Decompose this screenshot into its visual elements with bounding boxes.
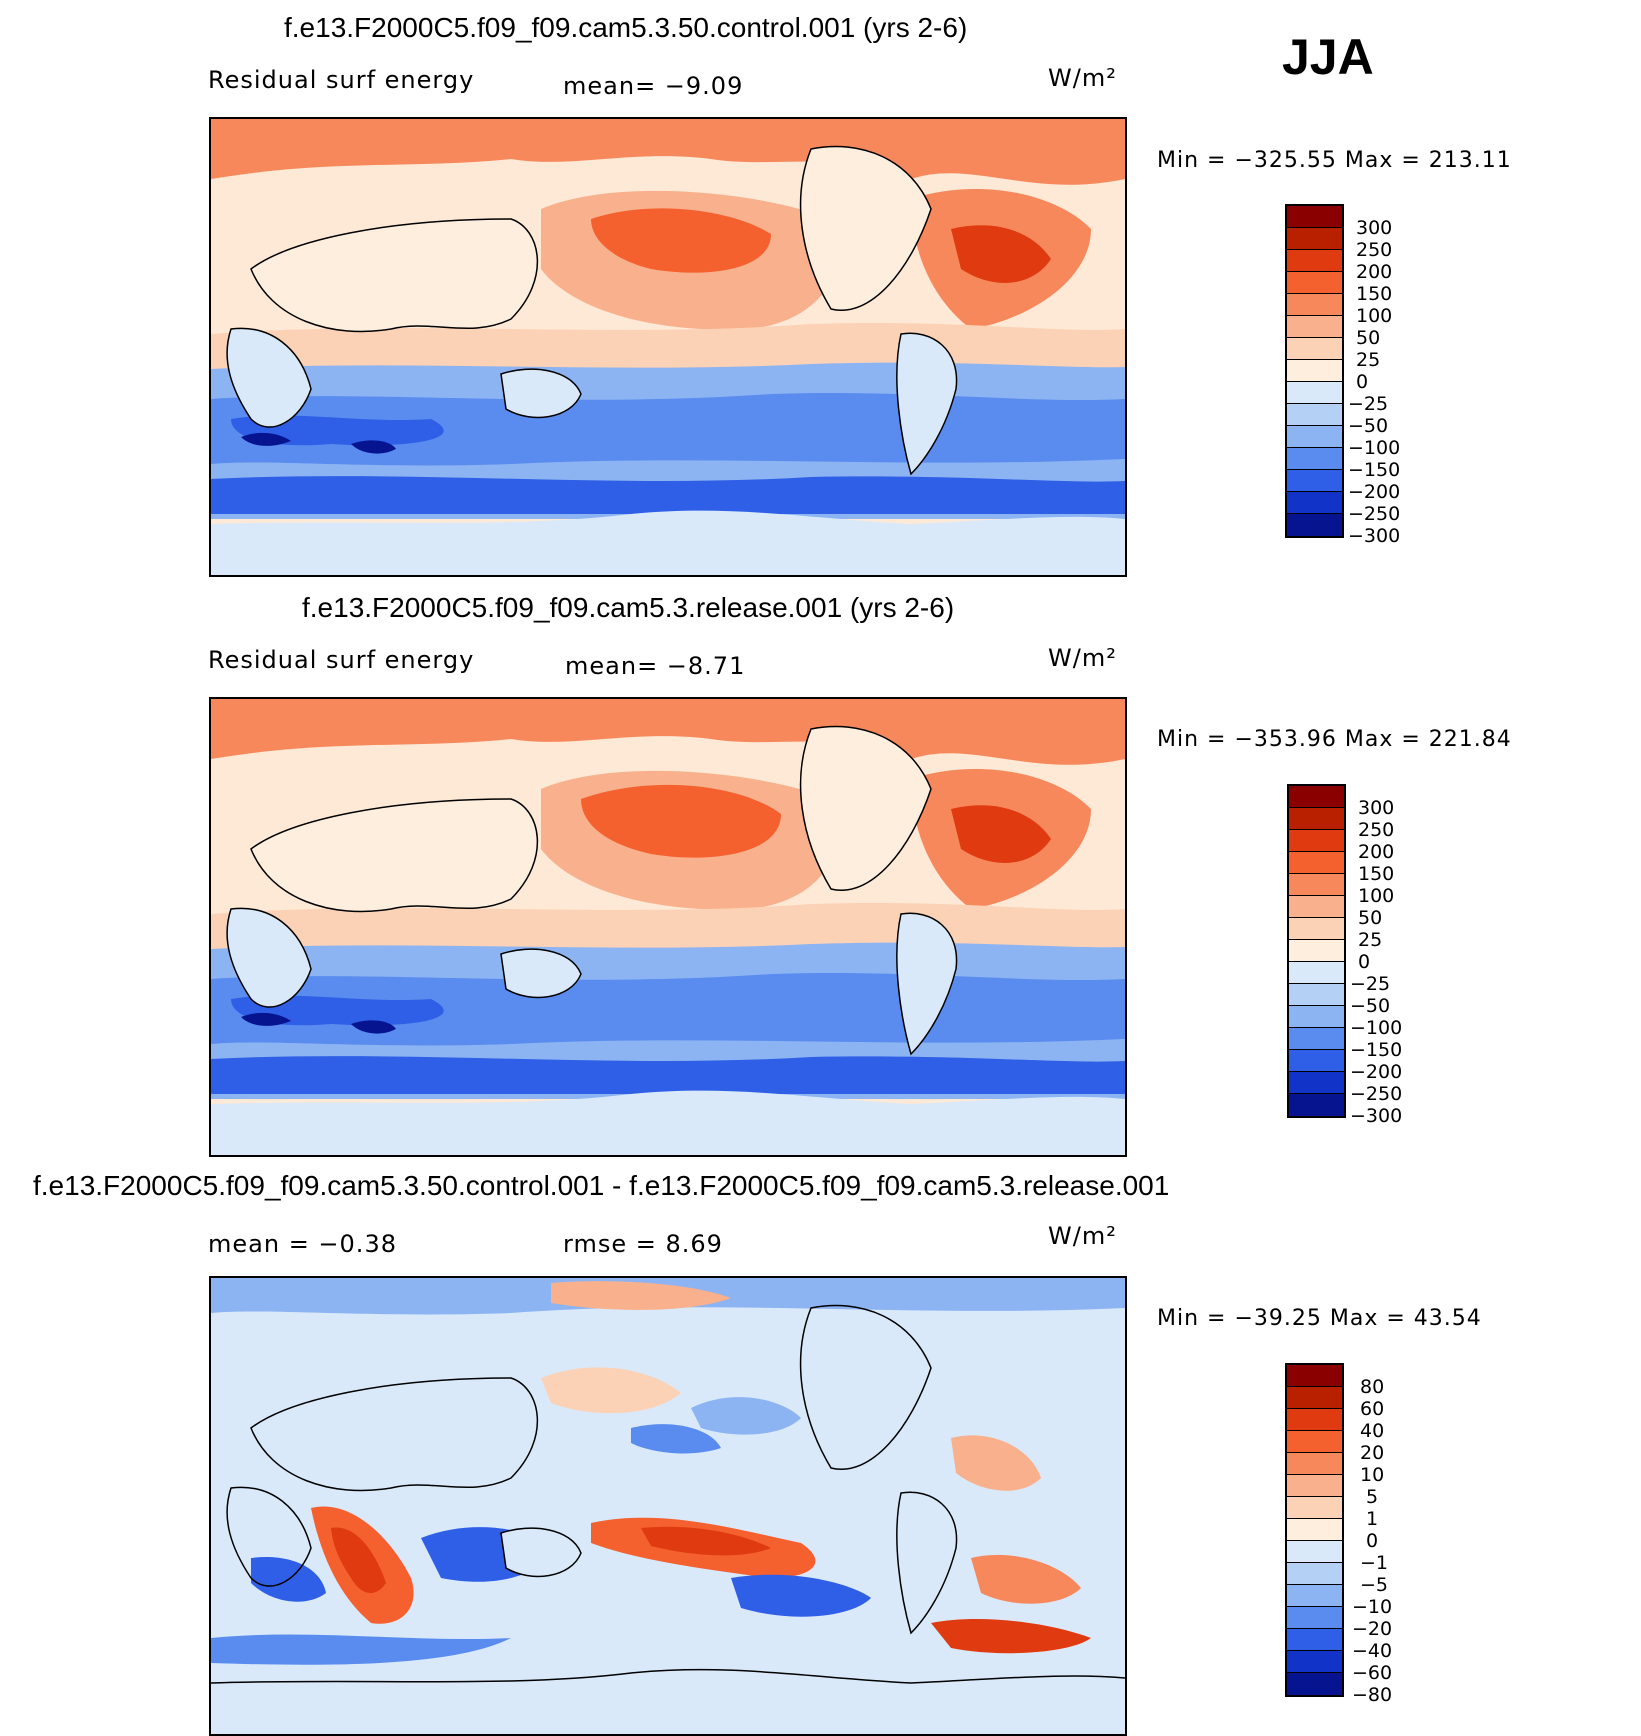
colorbar-label: −5 <box>1360 1574 1389 1596</box>
panel1-colorbar <box>1285 204 1344 538</box>
colorbar-label: 100 <box>1356 305 1393 327</box>
colorbar-label: 10 <box>1360 1464 1385 1486</box>
colorbar-label: 1 <box>1366 1508 1379 1530</box>
colorbar-label: −100 <box>1350 1017 1403 1039</box>
panel2-units: W/m² <box>1048 644 1117 672</box>
colorbar-label: 25 <box>1356 349 1381 371</box>
colorbar-label: 0 <box>1356 371 1369 393</box>
panel3-mean-label: mean = −0.38 <box>208 1230 397 1258</box>
colorbar-label: −50 <box>1348 415 1389 437</box>
colorbar-label: 0 <box>1366 1530 1379 1552</box>
colorbar-label: −150 <box>1350 1039 1403 1061</box>
panel2-title: f.e13.F2000C5.f09_f09.cam5.3.release.001… <box>302 592 955 623</box>
colorbar-label: −25 <box>1348 393 1389 415</box>
panel1-map-field <box>211 119 1125 575</box>
colorbar-label: −25 <box>1350 973 1391 995</box>
colorbar-label: −200 <box>1350 1061 1403 1083</box>
panel2-minmax: Min = −353.96 Max = 221.84 <box>1157 727 1512 752</box>
colorbar-label: 50 <box>1358 907 1383 929</box>
colorbar-label: −250 <box>1348 503 1401 525</box>
colorbar-label: 0 <box>1358 951 1371 973</box>
colorbar-label: 100 <box>1358 885 1395 907</box>
season-label: JJA <box>1282 29 1374 85</box>
colorbar-label: 20 <box>1360 1442 1385 1464</box>
colorbar-label: −150 <box>1348 459 1401 481</box>
colorbar-label: −200 <box>1348 481 1401 503</box>
panel2-mean-label: mean= −8.71 <box>565 652 746 680</box>
colorbar-label: −10 <box>1352 1596 1393 1618</box>
panel3-rmse-label: rmse = 8.69 <box>563 1230 723 1258</box>
panel1-map <box>209 117 1127 577</box>
colorbar-label: −250 <box>1350 1083 1403 1105</box>
panel3-map-field <box>211 1278 1125 1734</box>
colorbar-label: 150 <box>1356 283 1393 305</box>
colorbar-label: 50 <box>1356 327 1381 349</box>
colorbar-label: −300 <box>1348 525 1401 547</box>
colorbar-label: −300 <box>1350 1105 1403 1127</box>
colorbar-label: 60 <box>1360 1398 1385 1420</box>
colorbar-label: −20 <box>1352 1618 1393 1640</box>
panel2-map-field <box>211 699 1125 1155</box>
colorbar-label: −40 <box>1352 1640 1393 1662</box>
panel1-variable-label: Residual surf energy <box>208 66 475 94</box>
colorbar-label: −50 <box>1350 995 1391 1017</box>
panel1-title: f.e13.F2000C5.f09_f09.cam5.3.50.control.… <box>284 12 968 43</box>
colorbar-label: −80 <box>1352 1684 1393 1706</box>
colorbar-label: 200 <box>1358 841 1395 863</box>
colorbar-label: 300 <box>1356 217 1393 239</box>
panel1-mean-label: mean= −9.09 <box>563 72 744 100</box>
colorbar-label: 200 <box>1356 261 1393 283</box>
panel3-title: f.e13.F2000C5.f09_f09.cam5.3.50.control.… <box>33 1170 1170 1201</box>
panel1-units: W/m² <box>1048 64 1117 92</box>
colorbar-label: 25 <box>1358 929 1383 951</box>
colorbar-label: 150 <box>1358 863 1395 885</box>
colorbar-label: 250 <box>1358 819 1395 841</box>
colorbar-label: 80 <box>1360 1376 1385 1398</box>
colorbar-label: −1 <box>1360 1552 1389 1574</box>
colorbar-label: −100 <box>1348 437 1401 459</box>
colorbar-label: 300 <box>1358 797 1395 819</box>
panel3-minmax: Min = −39.25 Max = 43.54 <box>1157 1306 1482 1331</box>
panel1-minmax: Min = −325.55 Max = 213.11 <box>1157 148 1512 173</box>
panel2-variable-label: Residual surf energy <box>208 646 475 674</box>
panel2-map <box>209 697 1127 1157</box>
colorbar-label: 40 <box>1360 1420 1385 1442</box>
colorbar-label: 250 <box>1356 239 1393 261</box>
panel2-colorbar <box>1287 784 1346 1118</box>
panel3-colorbar <box>1285 1363 1344 1697</box>
colorbar-label: 5 <box>1366 1486 1379 1508</box>
panel3-map <box>209 1276 1127 1736</box>
colorbar-label: −60 <box>1352 1662 1393 1684</box>
panel3-units: W/m² <box>1048 1222 1117 1250</box>
